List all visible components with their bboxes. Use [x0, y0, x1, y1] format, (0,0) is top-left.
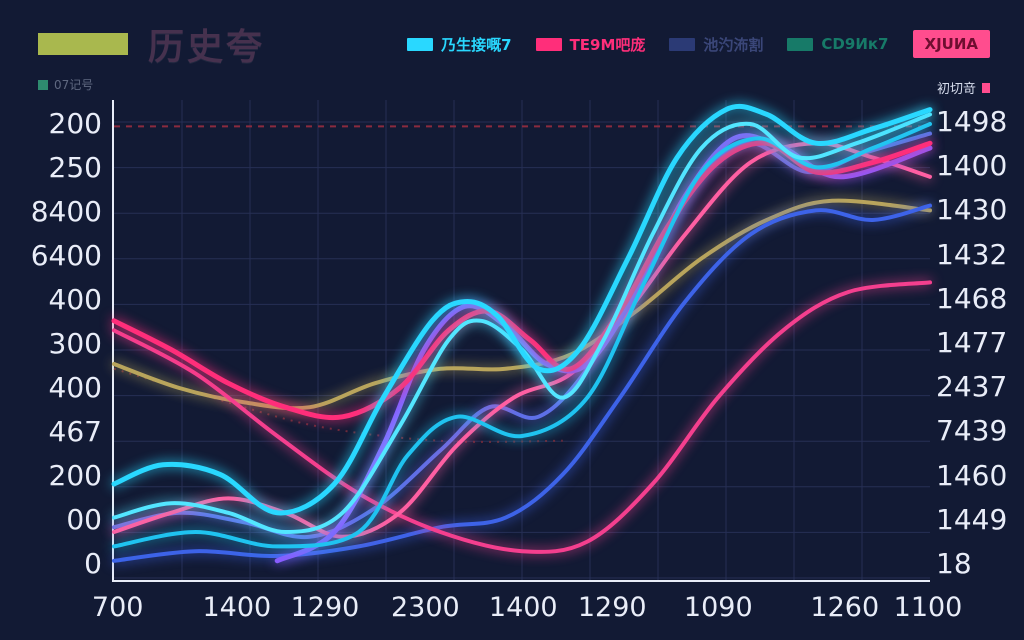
chart-svg [111, 100, 933, 580]
legend-item-4[interactable]: CD9Ик7 [787, 35, 889, 53]
mini-legend-left: 07记号 [38, 76, 93, 93]
y-tick-left: 00 [66, 503, 102, 536]
y-tick-right: 1498 [936, 105, 1008, 138]
legend-swatch-icon [787, 37, 814, 51]
y-tick-right: 1468 [936, 281, 1008, 315]
legend-label: TE9M吧庞 [569, 35, 646, 54]
mini-legend-label: 07记号 [54, 78, 94, 92]
axis-note-flag-icon [982, 82, 990, 93]
chart-header: 历史夸 [38, 18, 265, 70]
y-tick-right: 7439 [936, 414, 1008, 448]
legend: 乃生接嘅7 TE9M吧庞 池汋㳍割 CD9Ик7 XJUИA [407, 30, 990, 58]
x-axis: 700 1400 1290 2300 1400 1290 1090 1260 1100 [92, 592, 962, 628]
page-title: 历史夸 [148, 27, 266, 68]
axis-note-label: 初切竒 [936, 82, 976, 97]
y-tick-right: 1430 [936, 193, 1008, 227]
x-tick: 2300 [390, 592, 460, 623]
x-tick: 1090 [683, 592, 753, 623]
x-tick: 1400 [202, 592, 272, 623]
legend-label: 池汋㳍割 [703, 35, 764, 54]
y-axis-left: 200 250 8400 6400 400 300 400 467 200 00 0 [0, 110, 102, 578]
legend-swatch-icon [407, 37, 434, 51]
legend-item-3[interactable]: 池汋㳍割 [669, 34, 763, 55]
series-line-池汋㳍割[interactable] [112, 203, 932, 563]
y-axis-right: 1498 1400 1430 1432 1468 1477 2437 7439 1460 1449… [936, 108, 1024, 578]
y-tick-left: 200 [48, 107, 102, 140]
plot-area [111, 100, 933, 582]
x-tick: 1260 [810, 592, 880, 623]
series-line-CD9Ик7[interactable] [112, 198, 932, 411]
y-tick-left: 200 [48, 459, 102, 492]
legend-item-1[interactable]: 乃生接嘅7 [407, 34, 512, 55]
legend-swatch-icon [669, 37, 696, 51]
y-tick-right: 1449 [936, 502, 1008, 536]
series-line-乃生接嘅7[interactable] [111, 103, 933, 516]
title-swatch [38, 33, 128, 55]
y-tick-left: 400 [48, 371, 102, 404]
x-tick: 1400 [488, 592, 558, 623]
y-tick-left: 8400 [30, 195, 102, 228]
y-tick-right: 1477 [936, 325, 1008, 359]
legend-item-5[interactable]: XJUИA [912, 30, 990, 58]
x-tick: 1290 [290, 592, 360, 623]
mini-legend-swatch-icon [38, 79, 48, 90]
axis-note-right: 初切竒 [937, 78, 990, 97]
y-tick-right: 1432 [936, 237, 1008, 271]
y-tick-right: 18 [936, 546, 972, 580]
y-tick-right: 2437 [936, 370, 1008, 404]
y-tick-left: 467 [48, 415, 102, 448]
legend-label: CD9Ик7 [821, 35, 889, 53]
legend-swatch-icon [535, 37, 562, 51]
y-tick-left: 6400 [30, 239, 102, 272]
y-tick-left: 250 [48, 151, 102, 184]
legend-label: 乃生接嘅7 [441, 35, 512, 54]
y-tick-left: 0 [84, 547, 102, 580]
series-line-TE9M吧庞[interactable] [111, 140, 933, 421]
legend-item-2[interactable]: TE9M吧庞 [535, 34, 646, 55]
y-tick-right: 1400 [936, 149, 1008, 183]
x-tick: 700 [91, 592, 144, 623]
y-tick-right: 1460 [936, 458, 1008, 492]
series-line-pink-2[interactable] [112, 280, 932, 554]
y-tick-left: 300 [48, 327, 102, 360]
x-tick: 1290 [577, 592, 647, 623]
y-tick-left: 400 [48, 283, 102, 316]
x-tick: 1100 [893, 592, 963, 623]
